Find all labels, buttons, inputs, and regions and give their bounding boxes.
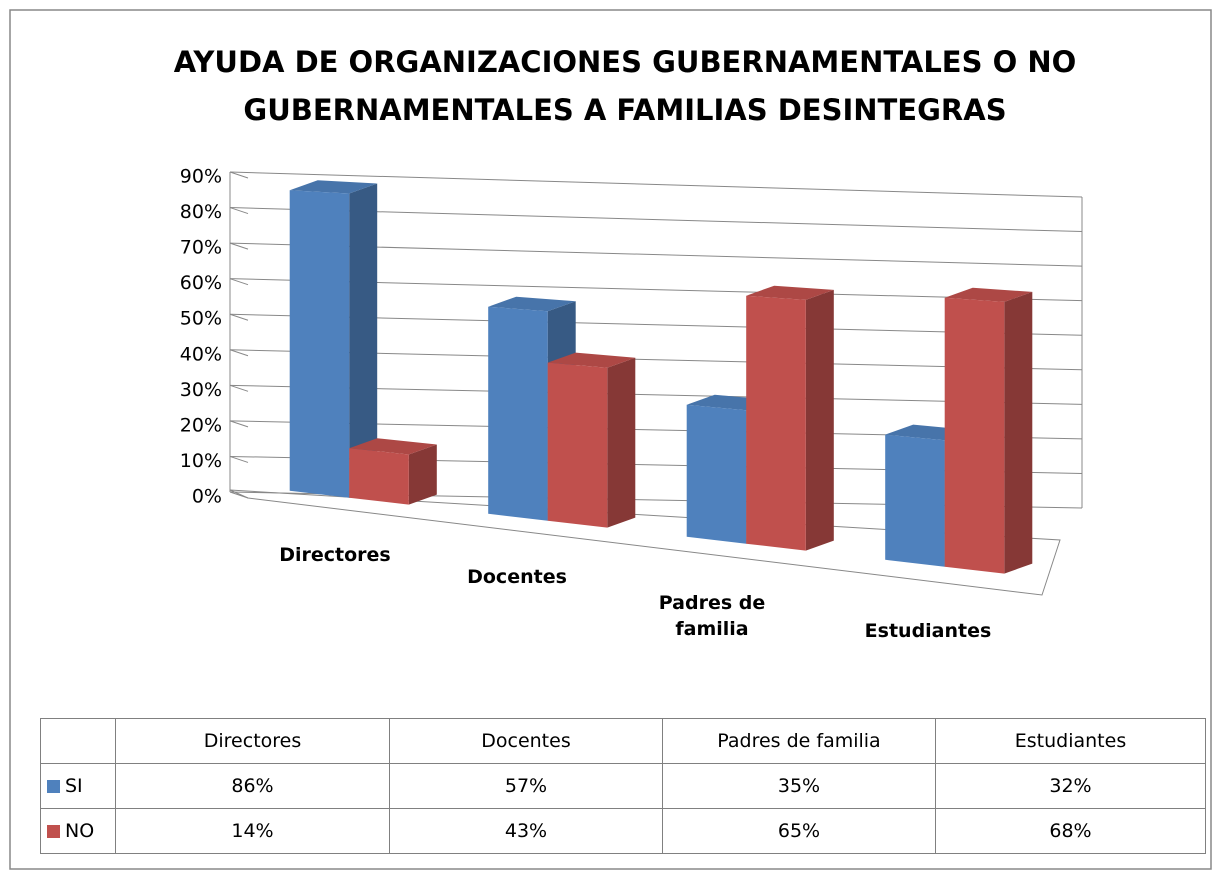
grid-line	[229, 171, 1083, 198]
side-grid-line	[229, 384, 249, 392]
side-grid-line	[229, 313, 249, 321]
bar-front	[944, 297, 1005, 574]
header-cell: Estudiantes	[935, 718, 1206, 764]
value-cell: 86%	[115, 763, 390, 809]
y-tick-label: 0%	[192, 486, 222, 508]
bar-side	[607, 357, 636, 528]
side-grid-line	[229, 349, 249, 357]
y-tick-label: 40%	[180, 343, 222, 365]
y-tick-label: 90%	[180, 166, 222, 188]
bar-front	[547, 362, 608, 528]
bar-front	[885, 434, 945, 567]
row-header: SI	[40, 763, 116, 809]
chart-title: AYUDA DE ORGANIZACIONES GUBERNAMENTALES …	[173, 45, 1077, 127]
bar-front	[686, 404, 747, 544]
bar-top	[746, 285, 834, 300]
table-header: Directores Docentes Padres de familia Es…	[40, 718, 1206, 764]
value-cell: 57%	[389, 763, 663, 809]
side-grid-line	[229, 242, 249, 250]
bar	[289, 180, 378, 498]
side-grid-line	[229, 491, 249, 499]
y-tick-label: 10%	[180, 450, 222, 472]
x-tick-label: Directores	[279, 544, 391, 566]
bar-front	[488, 306, 548, 521]
side-grid-line	[229, 455, 249, 463]
table-row: SI 86% 57% 35% 32%	[40, 763, 1206, 809]
x-tick-label: Padres de familia	[658, 592, 766, 640]
corner-cell	[40, 718, 116, 764]
side-grid-line	[229, 207, 249, 215]
side-grid-line	[229, 278, 249, 286]
header-cell: Padres de familia	[662, 718, 936, 764]
y-tick-label: 80%	[180, 201, 222, 223]
bar-side	[349, 183, 378, 498]
bar-front	[349, 448, 409, 505]
bar	[944, 287, 1033, 574]
value-cell: 65%	[662, 808, 936, 854]
value-cell: 14%	[115, 808, 390, 854]
bar	[349, 438, 437, 505]
data-table: Directores Docentes Padres de familia Es…	[40, 718, 1206, 854]
bar-top	[488, 296, 576, 312]
bar-top	[944, 287, 1033, 302]
y-tick-label: 20%	[180, 414, 222, 436]
row-header: NO	[40, 808, 116, 854]
value-cell: 43%	[389, 808, 663, 854]
bar-front	[289, 190, 350, 498]
header-cell: Docentes	[389, 718, 663, 764]
y-tick-label: 70%	[180, 237, 222, 259]
value-cell: 32%	[935, 763, 1206, 809]
table-row: NO 14% 43% 65% 68%	[40, 808, 1206, 854]
legend-key	[47, 780, 60, 793]
bar-front	[746, 295, 806, 551]
legend-label: SI	[65, 775, 83, 797]
bar-top	[349, 438, 437, 455]
y-tick-label: 30%	[180, 379, 222, 401]
bar-side	[408, 444, 437, 505]
bar	[547, 352, 636, 528]
bar-side	[805, 289, 834, 551]
value-cell: 35%	[662, 763, 936, 809]
y-tick-label: 60%	[180, 272, 222, 294]
x-tick-label: Docentes	[467, 566, 567, 588]
x-tick-label: Estudiantes	[864, 620, 992, 642]
bar-top	[547, 352, 636, 368]
bar-top	[289, 180, 378, 194]
side-grid-line	[229, 171, 249, 179]
value-cell: 68%	[935, 808, 1206, 854]
header-cell: Directores	[115, 718, 390, 764]
bar	[746, 285, 834, 551]
legend-key	[47, 825, 60, 838]
y-tick-label: 50%	[180, 308, 222, 330]
side-grid-line	[229, 420, 249, 428]
bar-side	[1004, 291, 1033, 574]
legend-label: NO	[65, 820, 95, 842]
